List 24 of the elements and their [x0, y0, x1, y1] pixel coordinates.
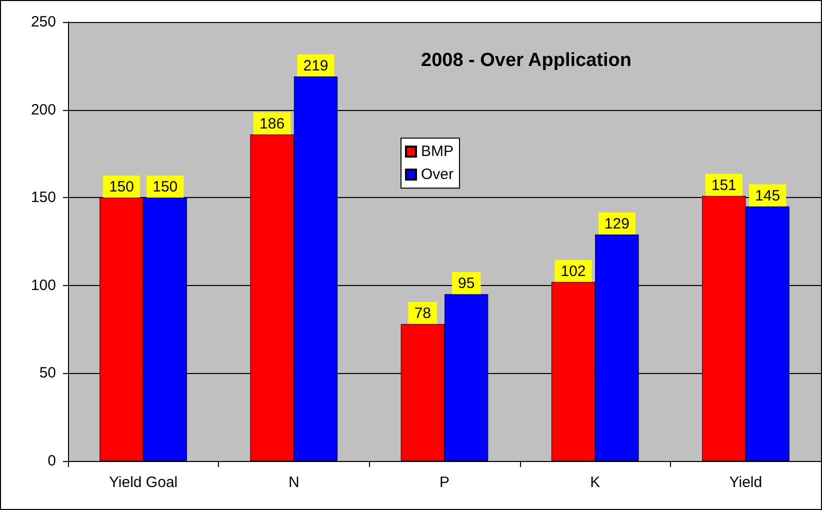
x-tick-label: K [590, 474, 600, 491]
data-label: 129 [604, 215, 630, 232]
legend-label: Over [421, 166, 454, 184]
y-tick-label: 250 [30, 14, 56, 30]
data-label: 151 [711, 176, 736, 194]
data-label: 150 [108, 178, 134, 196]
data-label: 145 [755, 187, 780, 204]
x-tick-label: Yield [729, 474, 762, 491]
x-tick-label: Yield Goal [108, 474, 178, 491]
data-label: 150 [152, 178, 178, 196]
x-tick-label: P [439, 474, 450, 491]
data-label: 186 [260, 115, 285, 132]
y-tick-label: 100 [30, 276, 56, 294]
x-tick-label: N [288, 474, 300, 491]
text: 2008 - Over Application [421, 50, 632, 71]
data-label: 95 [458, 275, 475, 292]
data-label: 102 [560, 262, 586, 280]
y-tick-label: 50 [39, 364, 56, 382]
data-label: 219 [303, 57, 328, 74]
data-label: 78 [414, 305, 432, 322]
y-tick-label: 150 [30, 189, 56, 206]
y-tick-label: 0 [48, 452, 56, 470]
y-tick-label: 200 [30, 101, 56, 118]
legend-label: BMP [421, 143, 454, 160]
